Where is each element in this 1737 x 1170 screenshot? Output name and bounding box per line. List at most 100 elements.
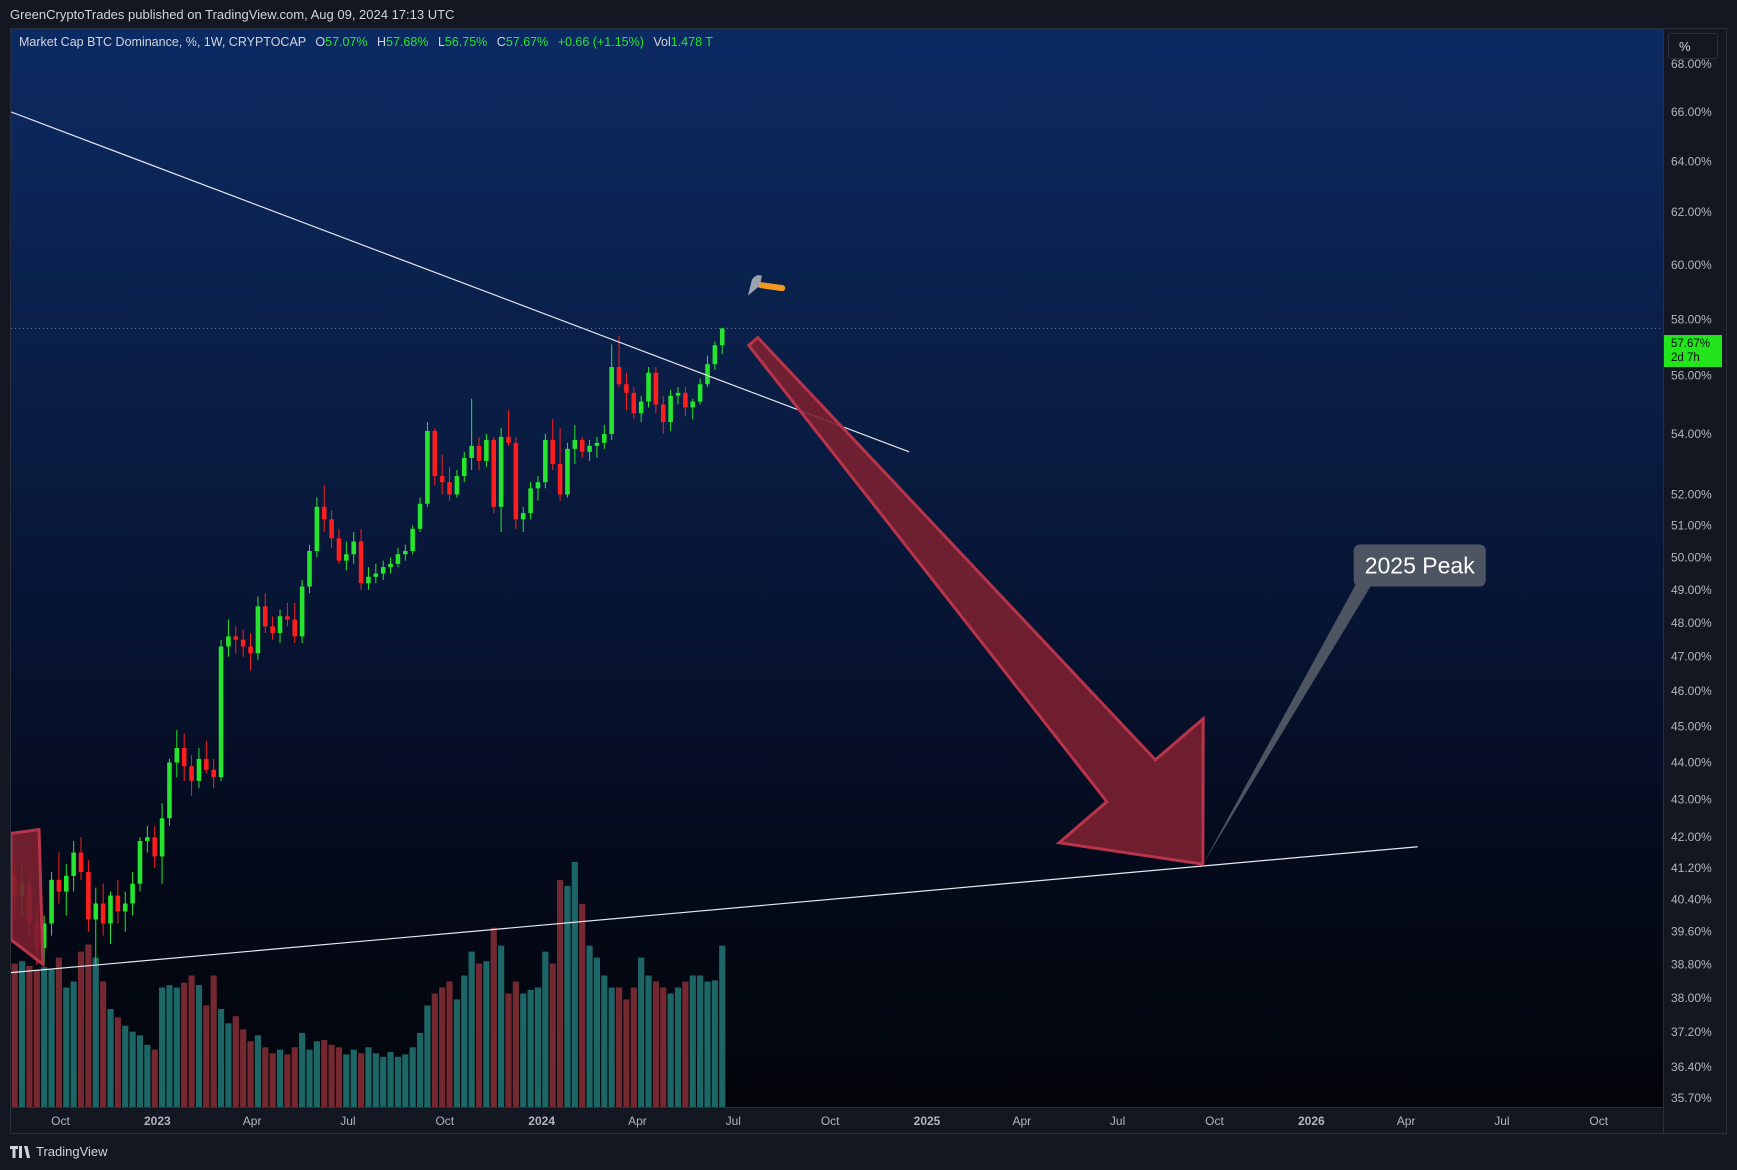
volume-bar [313, 1041, 320, 1107]
chart-frame[interactable]: 2025 Peak 35.70% 36.40% 37.20% 38.00% 38.80%… [10, 28, 1727, 1134]
candle-body [602, 433, 607, 443]
candle-body [373, 573, 379, 577]
candle-body [484, 439, 489, 461]
candle-body [624, 384, 629, 393]
volume-bar [232, 1016, 239, 1107]
time-axis-ticks: Oct 2023 Apr Jul Oct 2024 Apr Jul Oct 2025 Apr Jul O… [51, 1114, 1609, 1128]
candle-body [587, 445, 592, 452]
brand-name: TradingView [36, 1144, 108, 1159]
candle-body [388, 563, 393, 568]
hammer-handle [757, 282, 786, 292]
candle-body [403, 551, 408, 555]
volume-bar [512, 981, 519, 1107]
candle-body [292, 619, 298, 637]
volume-bar [461, 975, 468, 1107]
candle-body [71, 852, 76, 876]
candle-body [498, 436, 504, 507]
volume-bar [586, 945, 593, 1107]
volume-bar [409, 1047, 416, 1107]
time-tick-label: 2023 [144, 1114, 171, 1128]
volume-bar [203, 1005, 210, 1107]
volume-bar [181, 982, 188, 1107]
volume-bar [674, 987, 682, 1107]
price-tick-label: 58.00% [1671, 312, 1712, 326]
tradingview-brand[interactable]: TradingView [10, 1144, 108, 1159]
candle-body [122, 903, 128, 912]
volume-bar [431, 993, 438, 1107]
hammer-icon [747, 275, 786, 296]
volume-bar [33, 969, 40, 1107]
candle-body [454, 476, 460, 495]
price-tick-label: 43.00% [1671, 792, 1712, 806]
volume-bar [299, 1032, 306, 1107]
time-tick-label: Oct [1589, 1114, 1608, 1128]
price-axis[interactable] [1663, 29, 1726, 1133]
time-axis[interactable] [11, 1107, 1663, 1133]
volume-bar [262, 1047, 269, 1107]
legend-high: 57.68% [386, 35, 429, 49]
volume-bar [520, 993, 527, 1107]
candle-body [520, 513, 526, 520]
volume-bar [166, 985, 173, 1107]
price-tick-label: 46.00% [1671, 684, 1712, 698]
price-tick-label: 54.00% [1671, 427, 1712, 441]
price-tick-label: 42.00% [1671, 830, 1712, 844]
callout-box [1353, 544, 1486, 587]
candle-body [638, 401, 644, 414]
volume-bar [615, 987, 623, 1107]
legend-close: 57.67% [505, 35, 549, 49]
candle-body [86, 871, 91, 920]
support-trendline [11, 846, 1418, 974]
volume-bar [453, 999, 460, 1107]
legend-low: 56.75% [444, 35, 488, 49]
candle-body [240, 639, 246, 647]
candle-body [41, 923, 47, 948]
candle-body [425, 430, 430, 504]
candle-body [675, 392, 681, 396]
candle-body [579, 439, 585, 452]
time-tick-label: Jul [1110, 1114, 1125, 1128]
volume-bar [402, 1054, 409, 1107]
volume-bar [343, 1054, 350, 1107]
candle-body [285, 616, 290, 620]
time-tick-label: Oct [51, 1114, 70, 1128]
last-price-tag: 57.67% 2d 7h [1664, 335, 1722, 367]
candle-body [262, 606, 268, 627]
legend-symbol: Market Cap BTC Dominance, %, 1W, CRYPTOC… [19, 35, 306, 49]
volume-bar [173, 987, 180, 1107]
volume-bar [527, 989, 534, 1107]
percent-scale-button[interactable]: % [1668, 33, 1718, 59]
volume-bar [100, 981, 107, 1107]
candle-body [314, 506, 320, 552]
volume-bar [48, 969, 55, 1107]
volume-bar [269, 1053, 276, 1107]
time-tick-label: 2025 [914, 1114, 941, 1128]
volume-bar [564, 885, 571, 1107]
price-tick-label: 36.40% [1671, 1060, 1712, 1074]
time-tick-label: Oct [1205, 1114, 1224, 1128]
volume-bar [697, 975, 704, 1107]
price-tick-label: 47.00% [1671, 650, 1712, 664]
candle-body [469, 445, 474, 458]
price-tick-label: 64.00% [1671, 154, 1712, 168]
candle-body [697, 384, 703, 402]
candle-body [321, 506, 327, 520]
candle-body [204, 758, 209, 770]
candle-body [159, 818, 165, 857]
candle-body [344, 554, 349, 561]
volume-bar [711, 980, 718, 1107]
volume-bar [652, 981, 659, 1107]
volume-bar [18, 961, 26, 1107]
candle-body [705, 364, 710, 385]
candle-body [100, 903, 106, 924]
volume-bar [542, 951, 549, 1107]
volume-bar [608, 987, 615, 1107]
volume-bar [321, 1040, 328, 1107]
candle-body [631, 392, 637, 414]
time-tick-label: Jul [1494, 1114, 1509, 1128]
candle-body [152, 837, 158, 857]
price-tick-label: 40.40% [1671, 893, 1712, 907]
volume-bar [129, 1031, 136, 1107]
price-tick-label: 38.80% [1671, 957, 1712, 971]
time-tick-label: Apr [243, 1114, 262, 1128]
